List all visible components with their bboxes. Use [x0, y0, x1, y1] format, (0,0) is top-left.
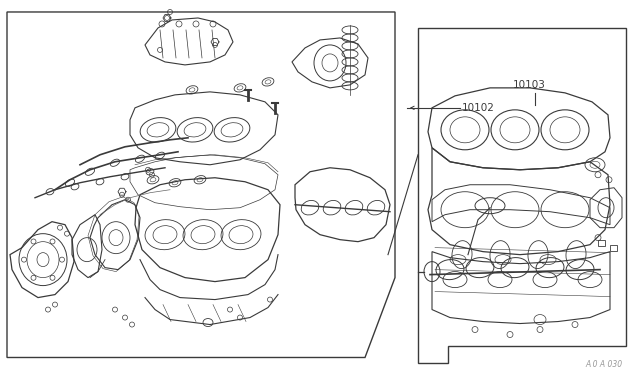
Bar [598, 240, 605, 246]
Text: 10103: 10103 [513, 80, 546, 90]
Text: 10102: 10102 [462, 103, 495, 113]
Bar [610, 245, 617, 251]
Text: A 0 A 030: A 0 A 030 [586, 360, 623, 369]
